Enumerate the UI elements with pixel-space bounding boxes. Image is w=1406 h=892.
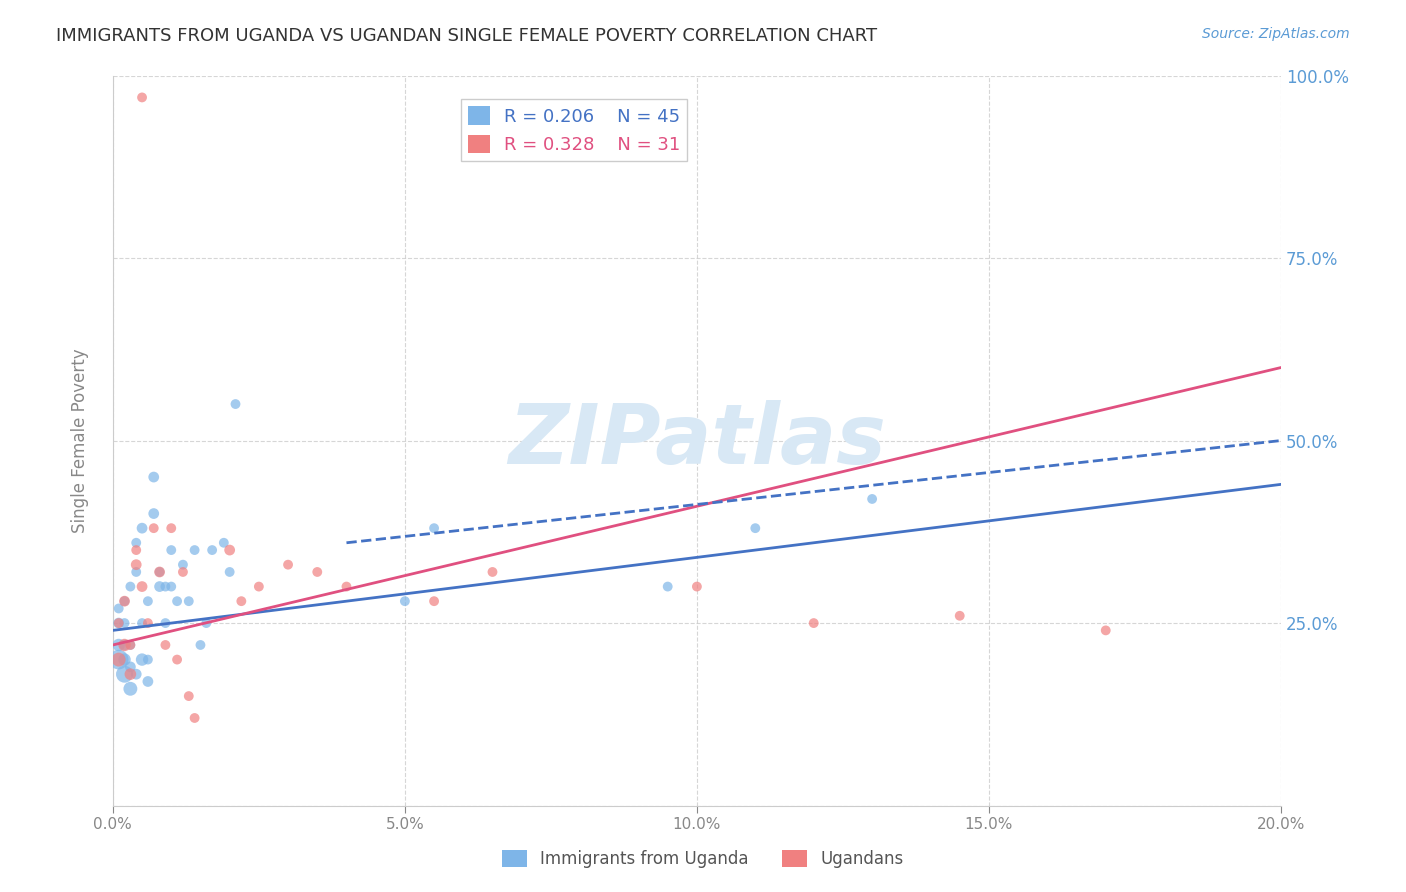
Legend: R = 0.206    N = 45, R = 0.328    N = 31: R = 0.206 N = 45, R = 0.328 N = 31 — [461, 99, 688, 161]
Point — [107, 601, 129, 615]
Point — [114, 652, 136, 666]
Point — [120, 667, 142, 681]
Point — [148, 580, 170, 594]
Point — [277, 558, 299, 572]
Point — [120, 638, 142, 652]
Point — [190, 638, 212, 652]
Point — [335, 580, 357, 594]
Point — [201, 543, 224, 558]
Point — [114, 638, 136, 652]
Point — [423, 594, 446, 608]
Point — [114, 638, 136, 652]
Point — [224, 397, 246, 411]
Point — [481, 565, 503, 579]
Point — [155, 616, 177, 631]
Point — [114, 616, 136, 631]
Point — [160, 521, 183, 535]
Point — [125, 667, 148, 681]
Point — [142, 521, 165, 535]
Y-axis label: Single Female Poverty: Single Female Poverty — [72, 348, 89, 533]
Point — [155, 638, 177, 652]
Point — [136, 652, 159, 666]
Point — [131, 90, 153, 104]
Point — [107, 616, 129, 631]
Point — [160, 543, 183, 558]
Point — [107, 652, 129, 666]
Point — [1094, 624, 1116, 638]
Point — [131, 652, 153, 666]
Point — [131, 521, 153, 535]
Point — [155, 580, 177, 594]
Point — [218, 565, 240, 579]
Point — [148, 565, 170, 579]
Point — [212, 535, 235, 549]
Point — [125, 543, 148, 558]
Point — [231, 594, 253, 608]
Point — [107, 616, 129, 631]
Point — [744, 521, 766, 535]
Point — [142, 507, 165, 521]
Point — [183, 711, 205, 725]
Point — [172, 558, 194, 572]
Point — [148, 565, 170, 579]
Point — [166, 652, 188, 666]
Point — [120, 638, 142, 652]
Legend: Immigrants from Uganda, Ugandans: Immigrants from Uganda, Ugandans — [495, 843, 911, 875]
Point — [860, 491, 883, 506]
Point — [125, 565, 148, 579]
Point — [803, 616, 825, 631]
Point — [136, 674, 159, 689]
Point — [136, 594, 159, 608]
Point — [183, 543, 205, 558]
Point — [107, 638, 129, 652]
Point — [136, 616, 159, 631]
Point — [120, 580, 142, 594]
Point — [686, 580, 709, 594]
Point — [120, 681, 142, 696]
Point — [142, 470, 165, 484]
Point — [160, 580, 183, 594]
Point — [131, 580, 153, 594]
Text: Source: ZipAtlas.com: Source: ZipAtlas.com — [1202, 27, 1350, 41]
Point — [114, 594, 136, 608]
Point — [657, 580, 679, 594]
Point — [125, 535, 148, 549]
Point — [307, 565, 329, 579]
Point — [247, 580, 270, 594]
Point — [107, 652, 129, 666]
Point — [120, 660, 142, 674]
Point — [131, 616, 153, 631]
Text: IMMIGRANTS FROM UGANDA VS UGANDAN SINGLE FEMALE POVERTY CORRELATION CHART: IMMIGRANTS FROM UGANDA VS UGANDAN SINGLE… — [56, 27, 877, 45]
Text: ZIPatlas: ZIPatlas — [508, 400, 886, 481]
Point — [195, 616, 218, 631]
Point — [394, 594, 416, 608]
Point — [177, 689, 200, 703]
Point — [172, 565, 194, 579]
Point — [166, 594, 188, 608]
Point — [125, 558, 148, 572]
Point — [949, 608, 972, 623]
Point — [177, 594, 200, 608]
Point — [218, 543, 240, 558]
Point — [423, 521, 446, 535]
Point — [114, 594, 136, 608]
Point — [114, 667, 136, 681]
